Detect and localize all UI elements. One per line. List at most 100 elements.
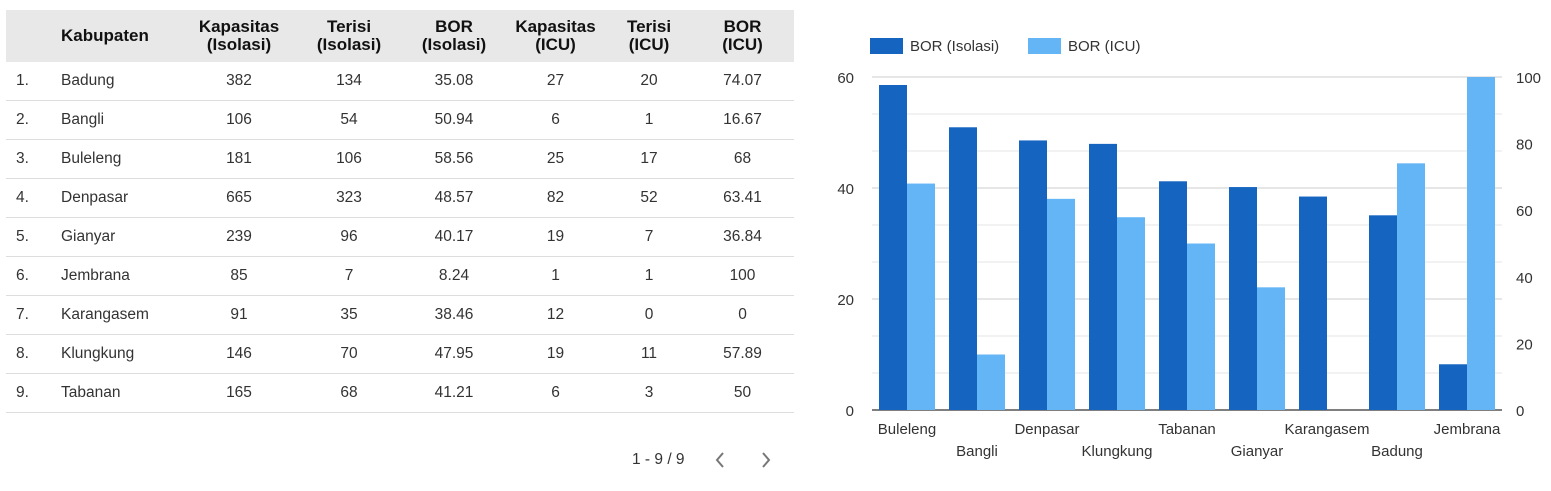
x-axis-tick-label: Buleleng bbox=[878, 421, 936, 438]
left-axis-tick-label: 0 bbox=[846, 403, 854, 420]
cell-kapasitas-isolasi: 146 bbox=[184, 334, 294, 374]
bar-bor-isolasi[interactable] bbox=[1229, 187, 1257, 410]
cell-bor-isolasi: 8.24 bbox=[404, 256, 504, 296]
cell-bor-isolasi: 41.21 bbox=[404, 373, 504, 413]
bar-bor-isolasi[interactable] bbox=[949, 127, 977, 411]
column-header-line: (Isolasi) bbox=[421, 35, 487, 54]
cell-bor-icu: 16.67 bbox=[691, 100, 794, 140]
cell-kapasitas-isolasi: 239 bbox=[184, 217, 294, 257]
bar-bor-icu[interactable] bbox=[1117, 217, 1145, 410]
bar-bor-icu[interactable] bbox=[1187, 243, 1215, 411]
table-row[interactable]: 7. Karangasem 91 35 38.46 12 0 0 bbox=[6, 295, 794, 335]
bar-bor-icu[interactable] bbox=[1467, 77, 1495, 410]
cell-kabupaten: Badung bbox=[59, 62, 184, 101]
cell-bor-isolasi: 35.08 bbox=[404, 62, 504, 101]
cell-kapasitas-icu: 19 bbox=[504, 334, 607, 374]
cell-bor-icu: 63.41 bbox=[691, 178, 794, 218]
cell-terisi-icu: 17 bbox=[607, 139, 691, 179]
table-row[interactable]: 8. Klungkung 146 70 47.95 19 11 57.89 bbox=[6, 334, 794, 374]
table-row[interactable]: 3. Buleleng 181 106 58.56 25 17 68 bbox=[6, 139, 794, 179]
cell-bor-icu: 74.07 bbox=[691, 62, 794, 101]
pagination: 1 - 9 / 9 bbox=[632, 448, 777, 472]
column-header-kapasitas-icu[interactable]: Kapasitas (ICU) bbox=[504, 10, 607, 62]
data-table-container: Kabupaten Kapasitas (Isolasi) Terisi (Isol… bbox=[6, 10, 794, 413]
column-header-line: (Isolasi) bbox=[316, 35, 382, 54]
x-axis-tick-label: Klungkung bbox=[1082, 443, 1153, 460]
cell-bor-icu: 0 bbox=[691, 295, 794, 335]
cell-bor-icu: 57.89 bbox=[691, 334, 794, 374]
next-page-button[interactable] bbox=[755, 448, 777, 472]
cell-kapasitas-icu: 27 bbox=[504, 62, 607, 101]
x-axis-tick-label: Denpasar bbox=[1014, 421, 1079, 438]
cell-kabupaten: Tabanan bbox=[59, 373, 184, 413]
bor-chart: 0 20 40 60 0 20 40 60 80 100 Buleleng Bangli Denpasa… bbox=[820, 0, 1551, 486]
x-axis-tick-label: Jembrana bbox=[1434, 421, 1501, 438]
x-axis-tick-label: Badung bbox=[1371, 443, 1423, 460]
bar-bor-icu[interactable] bbox=[1397, 163, 1425, 410]
bar-bor-icu[interactable] bbox=[977, 354, 1005, 410]
cell-index: 1. bbox=[6, 62, 59, 101]
table-row[interactable]: 5. Gianyar 239 96 40.17 19 7 36.84 bbox=[6, 217, 794, 257]
cell-kabupaten: Denpasar bbox=[59, 178, 184, 218]
cell-kabupaten: Jembrana bbox=[59, 256, 184, 296]
cell-kapasitas-icu: 6 bbox=[504, 373, 607, 413]
column-header-bor-isolasi[interactable]: BOR (Isolasi) bbox=[404, 10, 504, 62]
cell-bor-icu: 36.84 bbox=[691, 217, 794, 257]
cell-terisi-icu: 1 bbox=[607, 100, 691, 140]
table-row[interactable]: 9. Tabanan 165 68 41.21 6 3 50 bbox=[6, 373, 794, 413]
right-axis-tick-label: 0 bbox=[1516, 403, 1524, 420]
cell-terisi-isolasi: 106 bbox=[294, 139, 404, 179]
right-axis-tick-label: 100 bbox=[1516, 70, 1541, 87]
x-axis-tick-label: Karangasem bbox=[1284, 421, 1369, 438]
column-header-kabupaten[interactable]: Kabupaten bbox=[59, 10, 184, 62]
bar-bor-isolasi[interactable] bbox=[1299, 196, 1327, 410]
column-header-terisi-isolasi[interactable]: Terisi (Isolasi) bbox=[294, 10, 404, 62]
bar-bor-icu[interactable] bbox=[1257, 287, 1285, 410]
bar-bor-isolasi[interactable] bbox=[1159, 181, 1187, 410]
column-header-line: (Isolasi) bbox=[206, 35, 272, 54]
cell-kabupaten: Bangli bbox=[59, 100, 184, 140]
cell-terisi-icu: 0 bbox=[607, 295, 691, 335]
cell-kapasitas-isolasi: 91 bbox=[184, 295, 294, 335]
right-axis-tick-label: 60 bbox=[1516, 203, 1533, 220]
table-row[interactable]: 1. Badung 382 134 35.08 27 20 74.07 bbox=[6, 62, 794, 101]
column-header-terisi-icu[interactable]: Terisi (ICU) bbox=[607, 10, 691, 62]
prev-page-button[interactable] bbox=[709, 448, 731, 472]
cell-bor-icu: 68 bbox=[691, 139, 794, 179]
cell-index: 5. bbox=[6, 217, 59, 257]
cell-terisi-icu: 20 bbox=[607, 62, 691, 101]
cell-bor-isolasi: 48.57 bbox=[404, 178, 504, 218]
bar-bor-isolasi[interactable] bbox=[1089, 143, 1117, 410]
left-axis-tick-label: 40 bbox=[837, 181, 854, 198]
cell-terisi-icu: 1 bbox=[607, 256, 691, 296]
column-header-bor-icu[interactable]: BOR (ICU) bbox=[691, 10, 794, 62]
right-axis-tick-label: 80 bbox=[1516, 137, 1533, 154]
cell-terisi-icu: 52 bbox=[607, 178, 691, 218]
cell-terisi-isolasi: 35 bbox=[294, 295, 404, 335]
bar-bor-icu[interactable] bbox=[1047, 198, 1075, 410]
cell-index: 4. bbox=[6, 178, 59, 218]
cell-kapasitas-icu: 12 bbox=[504, 295, 607, 335]
table-row[interactable]: 6. Jembrana 85 7 8.24 1 1 100 bbox=[6, 256, 794, 296]
table-row[interactable]: 2. Bangli 106 54 50.94 6 1 16.67 bbox=[6, 100, 794, 140]
cell-terisi-isolasi: 134 bbox=[294, 62, 404, 101]
cell-bor-isolasi: 50.94 bbox=[404, 100, 504, 140]
chevron-left-icon bbox=[715, 452, 724, 468]
column-header-line: (ICU) bbox=[722, 35, 763, 54]
cell-kapasitas-isolasi: 106 bbox=[184, 100, 294, 140]
right-axis-tick-label: 20 bbox=[1516, 336, 1533, 353]
table-row[interactable]: 4. Denpasar 665 323 48.57 82 52 63.41 bbox=[6, 178, 794, 218]
bar-bor-isolasi[interactable] bbox=[1019, 140, 1047, 410]
column-header-line: BOR bbox=[435, 17, 473, 36]
bar-bor-isolasi[interactable] bbox=[1369, 215, 1397, 410]
bar-bor-icu[interactable] bbox=[907, 183, 935, 410]
data-table: Kabupaten Kapasitas (Isolasi) Terisi (Isol… bbox=[6, 10, 794, 413]
x-axis-tick-label: Bangli bbox=[956, 443, 998, 460]
bar-bor-isolasi[interactable] bbox=[1439, 364, 1467, 410]
column-header-kapasitas-isolasi[interactable]: Kapasitas (Isolasi) bbox=[184, 10, 294, 62]
cell-terisi-isolasi: 7 bbox=[294, 256, 404, 296]
bar-bor-isolasi[interactable] bbox=[879, 84, 907, 410]
cell-kapasitas-icu: 6 bbox=[504, 100, 607, 140]
column-header-line: Terisi bbox=[626, 17, 672, 36]
left-axis-tick-label: 60 bbox=[837, 70, 854, 87]
